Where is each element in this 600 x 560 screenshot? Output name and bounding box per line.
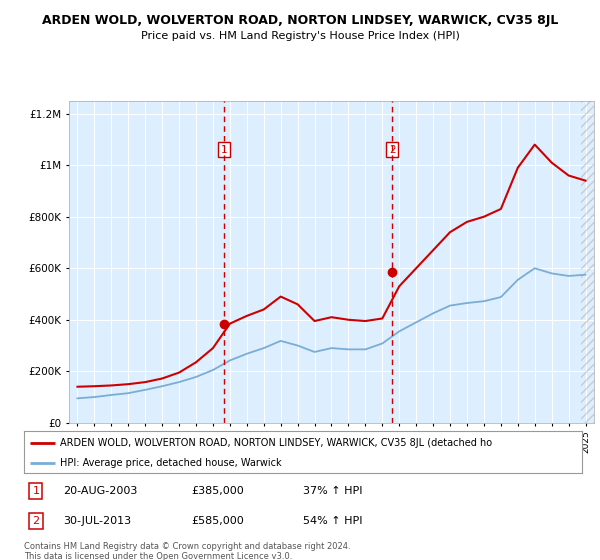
Bar bbox=[581, 101, 598, 423]
Text: 37% ↑ HPI: 37% ↑ HPI bbox=[303, 486, 362, 496]
Text: Contains HM Land Registry data © Crown copyright and database right 2024.
This d: Contains HM Land Registry data © Crown c… bbox=[24, 542, 350, 560]
Text: ARDEN WOLD, WOLVERTON ROAD, NORTON LINDSEY, WARWICK, CV35 8JL: ARDEN WOLD, WOLVERTON ROAD, NORTON LINDS… bbox=[42, 14, 558, 27]
Text: 2: 2 bbox=[32, 516, 40, 526]
Text: £385,000: £385,000 bbox=[191, 486, 244, 496]
Text: 30-JUL-2013: 30-JUL-2013 bbox=[63, 516, 131, 526]
Text: 54% ↑ HPI: 54% ↑ HPI bbox=[303, 516, 362, 526]
Text: 20-AUG-2003: 20-AUG-2003 bbox=[63, 486, 137, 496]
Text: 1: 1 bbox=[220, 144, 227, 155]
Text: ARDEN WOLD, WOLVERTON ROAD, NORTON LINDSEY, WARWICK, CV35 8JL (detached ho: ARDEN WOLD, WOLVERTON ROAD, NORTON LINDS… bbox=[60, 438, 493, 448]
Text: 1: 1 bbox=[32, 486, 40, 496]
Text: Price paid vs. HM Land Registry's House Price Index (HPI): Price paid vs. HM Land Registry's House … bbox=[140, 31, 460, 41]
Text: HPI: Average price, detached house, Warwick: HPI: Average price, detached house, Warw… bbox=[60, 458, 282, 468]
Text: £585,000: £585,000 bbox=[191, 516, 244, 526]
Text: 2: 2 bbox=[389, 144, 395, 155]
